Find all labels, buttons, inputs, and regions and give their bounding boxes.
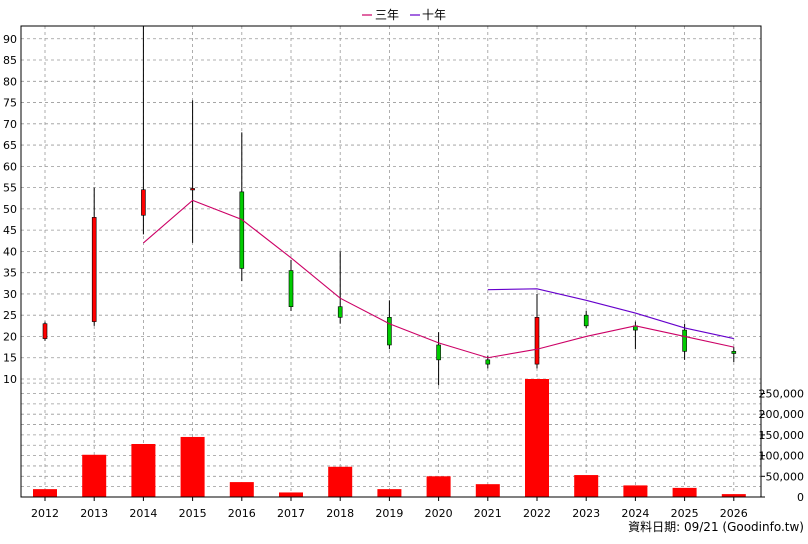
ma3-line — [143, 199, 734, 359]
volume-bar — [180, 436, 205, 497]
legend-label-ma10: 十年 — [422, 8, 446, 22]
price-tick-label: 30 — [3, 288, 17, 301]
volume-tick-label: 200,000 — [759, 408, 805, 421]
price-tick-label: 50 — [3, 203, 17, 216]
candle-body — [288, 270, 294, 307]
x-tick-label: 2016 — [228, 507, 256, 520]
volume-bar — [279, 492, 303, 497]
volume-bar — [377, 489, 402, 497]
candle-body — [239, 191, 245, 269]
x-tick-label: 2017 — [277, 507, 305, 520]
candle-body — [337, 306, 343, 318]
volume-y-axis: 0 50,000 100,000 150,000 200,000 250,000 — [759, 387, 805, 504]
volume-bar — [672, 487, 697, 497]
x-tick-label: 2026 — [720, 507, 748, 520]
volume-bar — [574, 475, 599, 497]
price-tick-label: 20 — [3, 330, 17, 343]
candle-body — [485, 359, 491, 365]
candlesticks — [42, 26, 737, 386]
x-tick-label: 2022 — [523, 507, 551, 520]
legend-label-ma3: 三年 — [375, 8, 399, 22]
x-tick-label: 2018 — [326, 507, 354, 520]
x-tick-label: 2015 — [179, 507, 207, 520]
candle-body — [42, 323, 48, 339]
price-tick-label: 80 — [3, 75, 17, 88]
volume-tick-label: 250,000 — [759, 387, 805, 400]
x-tick-label: 2024 — [621, 507, 649, 520]
price-grid — [21, 26, 761, 497]
x-tick-label: 2012 — [31, 507, 59, 520]
volume-bar — [623, 485, 648, 497]
volume-bar — [131, 444, 156, 497]
price-tick-label: 65 — [3, 139, 17, 152]
plot-frame — [20, 25, 762, 498]
volume-tick-label: 100,000 — [759, 450, 805, 463]
candle-body — [387, 317, 392, 346]
price-tick-label: 40 — [3, 245, 17, 258]
candle-body — [436, 344, 441, 361]
volume-bar — [82, 454, 107, 497]
volume-tick-label: 50,000 — [766, 470, 805, 483]
volume-bar — [33, 489, 57, 497]
price-tick-label: 70 — [3, 118, 17, 131]
price-tick-label: 10 — [3, 373, 17, 386]
x-tick-label: 2023 — [572, 507, 600, 520]
price-tick-label: 25 — [3, 309, 17, 322]
candle-body — [682, 329, 687, 352]
candle-body — [141, 189, 146, 216]
candle-body — [731, 351, 737, 354]
x-tick-label: 2021 — [474, 507, 502, 520]
x-tick-label: 2025 — [671, 507, 699, 520]
price-tick-label: 45 — [3, 224, 17, 237]
volume-bar — [475, 484, 500, 497]
price-tick-label: 85 — [3, 54, 17, 67]
data-date-footer: 資料日期: 09/21 (Goodinfo.tw) — [628, 520, 804, 534]
x-tick-label: 2020 — [425, 507, 453, 520]
price-tick-label: 35 — [3, 267, 17, 280]
volume-bar — [229, 482, 254, 497]
price-y-axis: 10 15 20 25 30 35 40 45 50 55 60 65 70 75 80 85 90 — [3, 33, 17, 386]
price-tick-label: 90 — [3, 33, 17, 46]
x-tick-label: 2014 — [129, 507, 157, 520]
x-tick-label: 2019 — [375, 507, 403, 520]
volume-bar — [525, 379, 549, 497]
candle-body — [91, 217, 97, 322]
price-tick-label: 75 — [3, 97, 17, 110]
x-axis: 2012 2013 2014 2015 2016 2017 2018 2019 2020 2021… — [31, 497, 748, 520]
volume-bar — [721, 494, 746, 497]
moving-average-lines — [143, 199, 734, 359]
volume-tick-label: 150,000 — [759, 429, 805, 442]
ma10-line — [487, 288, 734, 340]
volume-bar — [426, 476, 451, 497]
legend: 三年 十年 — [362, 8, 446, 22]
price-tick-label: 60 — [3, 160, 17, 173]
volume-bar — [328, 466, 353, 497]
price-tick-label: 55 — [3, 182, 17, 195]
volume-bars — [33, 379, 746, 497]
price-tick-label: 15 — [3, 352, 17, 365]
candle-body — [190, 188, 195, 191]
x-tick-label: 2013 — [80, 507, 108, 520]
candle-body — [534, 317, 540, 365]
volume-tick-label: 0 — [797, 491, 804, 504]
candle-body — [583, 314, 589, 327]
